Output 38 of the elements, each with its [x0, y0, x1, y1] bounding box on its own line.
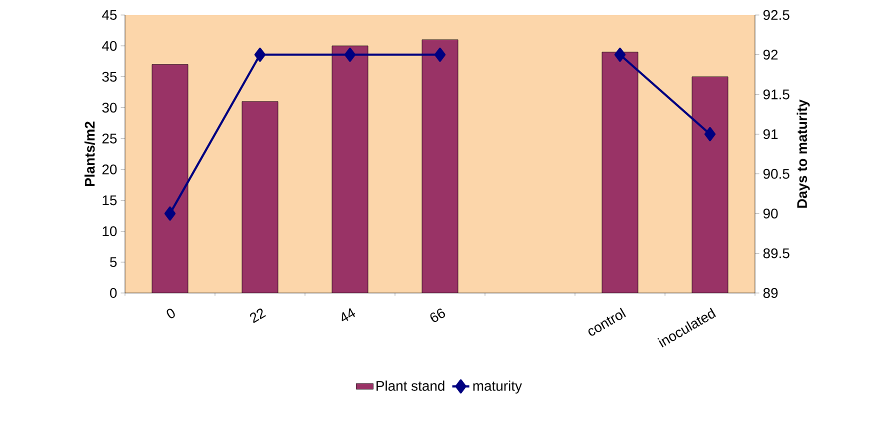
- y-tick-label: 20: [102, 164, 117, 174]
- y2-tick-label: 92.5: [763, 10, 790, 20]
- point: [614, 48, 626, 62]
- point: [254, 48, 266, 62]
- bar: [242, 101, 278, 293]
- y-tick-label: 5: [110, 257, 117, 267]
- y2-tick-label: 89.5: [763, 248, 790, 258]
- y-tick-label: 30: [102, 102, 117, 113]
- y2-axis-title: Days to maturity: [796, 99, 810, 208]
- y-tick-label: 25: [102, 134, 117, 144]
- y-tick-label: 0: [110, 288, 117, 298]
- bar: [152, 64, 188, 293]
- x-tick-label: 0: [166, 308, 175, 318]
- point: [164, 206, 176, 221]
- y2-tick-label: 91.5: [763, 89, 790, 100]
- bar: [602, 52, 638, 293]
- y-tick-label: 35: [102, 72, 117, 82]
- y2-tick-label: 89: [763, 288, 778, 298]
- y-tick-label: 10: [102, 226, 117, 236]
- x-tick-label: 44: [342, 308, 356, 322]
- y2-tick-label: 92: [763, 50, 778, 60]
- x-tick-label: 66: [430, 308, 446, 322]
- x-tick-label: 22: [250, 308, 266, 324]
- point: [434, 48, 446, 62]
- legend-label: Plant stand: [376, 380, 444, 391]
- point: [344, 48, 356, 62]
- y-tick-label: 45: [102, 10, 117, 20]
- y2-tick-label: 91: [763, 129, 778, 140]
- legend-label: maturity: [473, 380, 522, 394]
- bar: [422, 40, 458, 293]
- y2-tick-label: 90: [763, 208, 778, 219]
- y2-tick-label: 90.5: [763, 168, 790, 179]
- point: [704, 127, 716, 142]
- y-tick-label: 40: [102, 40, 117, 51]
- y-axis-title: Plants/m2: [84, 122, 95, 186]
- y-tick-label: 15: [102, 195, 117, 206]
- bar: [692, 76, 728, 293]
- bar: [332, 46, 368, 293]
